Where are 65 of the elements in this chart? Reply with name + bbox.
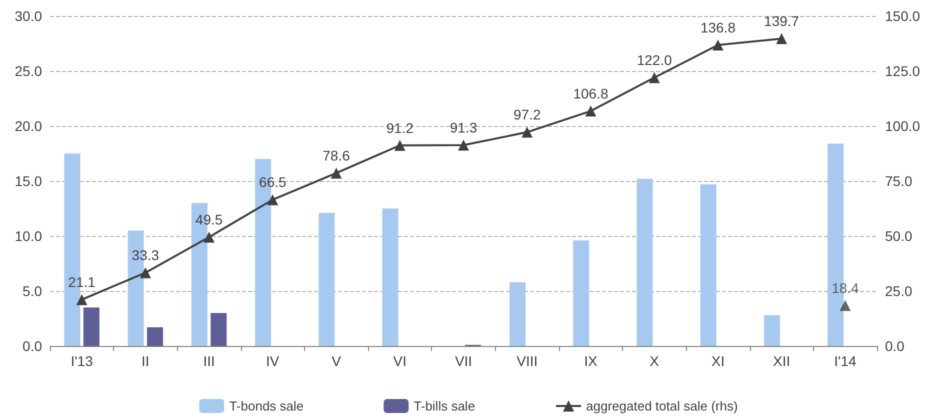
y-tick-label: 0.0	[22, 338, 42, 354]
y2-tick-label: 150.0	[885, 8, 920, 24]
bar	[510, 282, 526, 346]
data-label: 122.0	[636, 52, 672, 68]
x-tick-label: I'13	[70, 353, 94, 369]
bar	[700, 184, 716, 346]
data-label: 33.3	[132, 247, 160, 264]
x-tick-label: III	[203, 353, 215, 369]
point	[330, 168, 342, 179]
y2-tick-label: 125.0	[885, 63, 920, 79]
y2-tick-label: 0.0	[885, 338, 905, 354]
y-tick-label: 25.0	[14, 63, 42, 79]
y-tick-label: 30.0	[14, 8, 42, 24]
x-tick-label: VII	[454, 353, 472, 369]
y-tick-label: 15.0	[14, 173, 42, 189]
x-tick-label: VI	[393, 353, 406, 369]
point	[140, 267, 151, 278]
y2-tick-label: 25.0	[885, 283, 912, 299]
y-tick-label: 10.0	[14, 228, 42, 244]
data-label: 78.6	[322, 148, 350, 164]
data-label: 106.8	[573, 86, 608, 102]
bar	[636, 178, 653, 346]
x-tick-label: X	[650, 353, 660, 369]
point	[648, 72, 660, 84]
point	[76, 294, 88, 306]
data-label: 136.8	[700, 20, 736, 36]
y2-tick-label: 100.0	[885, 118, 920, 134]
x-tick-label: I'14	[834, 353, 856, 369]
data-label: 97.2	[513, 106, 541, 123]
data-label: 139.7	[764, 13, 800, 30]
x-tick-label: IX	[584, 353, 598, 369]
y-tick-label: 5.0	[22, 283, 42, 299]
legend-label: T-bonds sale	[229, 398, 304, 414]
point	[840, 300, 851, 312]
point	[394, 140, 406, 151]
bar	[83, 308, 100, 346]
x-tick-label: XII	[773, 353, 790, 369]
data-label: 91.3	[450, 120, 478, 136]
x-tick-label: VIII	[516, 353, 538, 369]
point	[458, 140, 469, 151]
data-label: 66.5	[259, 174, 286, 190]
bar	[210, 313, 227, 346]
point	[267, 194, 278, 206]
legend-label: aggregated total sale (rhs)	[586, 398, 738, 414]
point	[522, 126, 533, 138]
y2-tick-label: 50.0	[885, 228, 912, 244]
bar	[382, 208, 398, 346]
point	[712, 40, 724, 51]
bar	[318, 212, 335, 346]
x-tick-label: V	[332, 353, 342, 369]
bar	[764, 315, 780, 346]
data-label: 91.2	[386, 120, 414, 136]
x-tick-label: II	[142, 353, 150, 369]
data-label: 21.1	[68, 274, 96, 290]
x-tick-label: IV	[266, 353, 280, 369]
point	[204, 232, 215, 243]
legend-label: T-bills sale	[414, 398, 476, 414]
bar	[147, 327, 164, 346]
x-tick-label: XI	[711, 353, 725, 369]
bar	[573, 240, 590, 346]
y2-tick-label: 75.0	[885, 173, 912, 189]
point	[585, 106, 596, 117]
y-tick-label: 20.0	[14, 118, 42, 134]
point	[776, 33, 788, 44]
data-label: 49.5	[195, 212, 223, 228]
